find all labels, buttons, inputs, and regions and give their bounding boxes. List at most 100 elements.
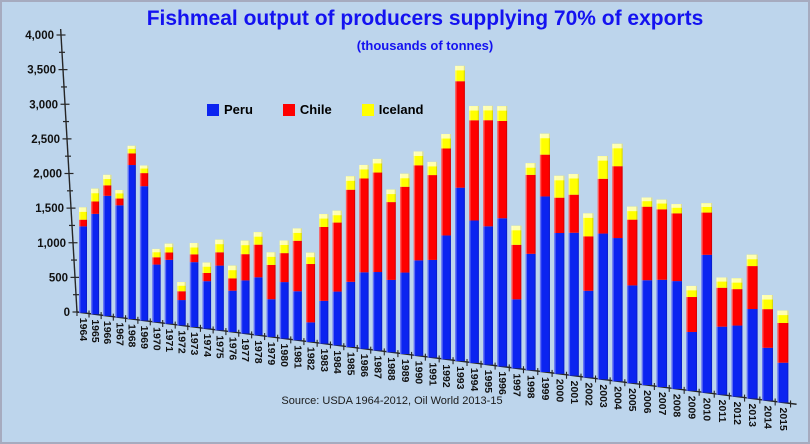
bar-left-highlight — [511, 225, 513, 369]
x-axis-year-label: 1974 — [201, 334, 213, 358]
bar-1977-peru — [240, 280, 250, 334]
bar-1966-chile — [103, 185, 112, 196]
bar-1970-chile — [152, 257, 161, 265]
bar-top-face — [386, 189, 396, 195]
bar-1974-chile — [202, 272, 212, 282]
bar-1978-iceland — [253, 232, 263, 245]
bar-right-shade — [741, 278, 743, 397]
bar-1979-iceland — [266, 252, 276, 265]
bar-top-face — [746, 254, 758, 260]
bar-2004-iceland — [612, 143, 623, 167]
bar-1981-chile — [292, 240, 302, 292]
bar-1987-iceland — [372, 158, 383, 173]
x-axis-year-label: 1977 — [239, 339, 251, 363]
bar-1993-iceland — [455, 65, 465, 82]
bar-top-face — [306, 252, 316, 258]
bar-top-face — [612, 143, 623, 149]
bar-right-shade — [491, 105, 493, 365]
x-axis-year-label: 1975 — [214, 335, 226, 359]
bar-1997-chile — [511, 244, 522, 300]
bar-left-highlight — [626, 206, 629, 384]
bar-left-highlight — [91, 188, 93, 315]
bar-1992-peru — [441, 235, 451, 360]
bar-right-shade — [534, 163, 536, 371]
bar-2010-iceland — [701, 203, 713, 213]
bar-1980-iceland — [279, 240, 289, 254]
bar-1983-peru — [319, 300, 329, 344]
bar-2010-peru — [701, 254, 713, 393]
bar-top-face — [152, 248, 161, 253]
bar-1966-peru — [103, 195, 112, 316]
bar-right-shade — [435, 161, 438, 358]
bar-left-highlight — [227, 265, 230, 332]
bar-1973-chile — [189, 254, 199, 263]
bar-1968-chile — [127, 153, 136, 166]
x-axis-year-label: 1967 — [113, 322, 125, 346]
bar-1991-iceland — [427, 161, 438, 176]
bar-1986-peru — [359, 272, 369, 349]
bar-1976-peru — [227, 290, 237, 332]
bar-right-shade — [85, 207, 87, 313]
bar-top-face — [511, 225, 522, 231]
bar-top-face — [777, 310, 789, 316]
bar-1970-peru — [152, 264, 161, 323]
bar-1975-peru — [215, 265, 224, 331]
bar-1964-chile — [79, 219, 87, 227]
bar-right-shade — [134, 145, 136, 320]
peru-color-swatch — [207, 103, 219, 116]
bar-2009-iceland — [686, 285, 697, 298]
bar-1985-chile — [345, 189, 356, 282]
bar-left-highlight — [332, 210, 334, 346]
bar-right-shade — [548, 133, 550, 372]
x-axis-year-label: 2010 — [701, 398, 713, 422]
x-axis-year-label: 1998 — [525, 375, 537, 399]
bar-left-highlight — [612, 143, 614, 382]
x-axis-year-label: 1970 — [150, 327, 162, 351]
bar-2007-iceland — [656, 199, 668, 210]
bar-1989-iceland — [400, 173, 410, 187]
bar-2007-chile — [656, 209, 668, 280]
bar-1990-peru — [413, 260, 424, 356]
bar-right-shade — [110, 174, 112, 316]
legend-label-peru: Peru — [224, 102, 253, 117]
bar-1985-iceland — [345, 176, 356, 190]
bar-top-face — [319, 214, 329, 219]
bar-top-face — [554, 175, 565, 181]
bar-top-face — [177, 282, 186, 286]
x-axis-year-label: 1983 — [318, 349, 330, 373]
bar-top-face — [139, 165, 149, 169]
bar-top-face — [266, 252, 276, 257]
bar-2008-chile — [671, 213, 682, 282]
bar-2004-peru — [612, 238, 623, 382]
bar-top-face — [483, 105, 493, 111]
bar-left-highlight — [701, 203, 703, 393]
x-axis-year-label: 2011 — [716, 400, 728, 423]
bar-2000-iceland — [554, 175, 565, 198]
bar-right-shade — [563, 175, 565, 374]
bar-1975-iceland — [215, 239, 224, 253]
x-axis-year-label: 1976 — [226, 337, 238, 361]
bar-1965-chile — [91, 201, 100, 214]
bar-top-face — [597, 156, 608, 161]
bar-2006-iceland — [641, 197, 653, 207]
bar-left-highlight — [554, 175, 556, 374]
x-axis-year-label: 1987 — [372, 356, 384, 380]
x-axis-year-label: 2004 — [611, 386, 623, 410]
bar-right-shade — [408, 173, 410, 355]
bar-1967-peru — [115, 205, 124, 318]
bar-2005-peru — [626, 285, 638, 384]
bar-top-face — [202, 262, 212, 267]
bar-top-face — [240, 240, 250, 246]
bar-1993-chile — [455, 81, 465, 188]
bar-top-face — [189, 243, 199, 248]
bar-2015-iceland — [777, 310, 789, 323]
bar-left-highlight — [539, 133, 542, 372]
bar-1983-iceland — [319, 214, 329, 227]
bar-left-highlight — [202, 262, 204, 329]
bar-1968-peru — [127, 165, 136, 320]
x-axis-year-label: 2002 — [582, 383, 594, 407]
bar-right-shade — [787, 310, 789, 403]
legend-label-iceland: Iceland — [378, 102, 424, 117]
bar-2015-peru — [777, 362, 789, 403]
bar-right-shade — [340, 210, 342, 346]
